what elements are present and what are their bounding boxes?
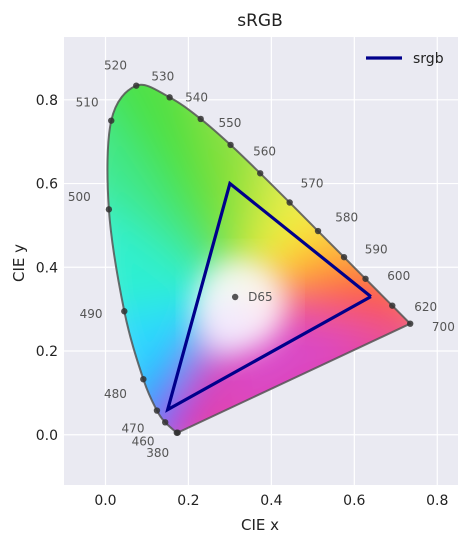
locus-point <box>173 429 181 436</box>
srgb-triangle <box>165 180 372 413</box>
locus-point <box>108 117 115 124</box>
locus-point <box>161 419 169 426</box>
locus-point <box>406 320 414 327</box>
locus-point <box>314 227 322 235</box>
legend-label: srgb <box>413 51 444 67</box>
x-tick-label: 0.0 <box>94 493 116 509</box>
locus-point <box>389 302 396 309</box>
x-tick-label: 0.2 <box>177 493 199 509</box>
wavelength-label: 580 <box>335 210 358 224</box>
wavelength-label: 570 <box>301 176 324 190</box>
locus-point <box>257 170 264 177</box>
wavelength-label: 500 <box>68 190 91 204</box>
locus-point <box>133 82 140 89</box>
wavelength-label: 380 <box>146 446 169 460</box>
locus-point <box>140 375 147 383</box>
wavelength-label: 620 <box>414 300 437 314</box>
x-tick-label: 0.4 <box>260 493 282 509</box>
x-tick-label: 0.6 <box>343 493 365 509</box>
y-tick-label: 0.8 <box>36 93 58 109</box>
wavelength-label: 540 <box>185 90 208 104</box>
locus-point <box>197 115 204 123</box>
locus-point <box>105 206 113 213</box>
y-tick-label: 0.2 <box>36 344 58 360</box>
white-point-label: D65 <box>248 290 273 304</box>
wavelength-label: 470 <box>122 422 145 436</box>
wavelength-label: 520 <box>104 59 127 73</box>
wavelength-label: 600 <box>387 269 410 283</box>
white-point-marker <box>231 293 239 301</box>
wavelength-label: 590 <box>365 243 388 257</box>
wavelength-label: 530 <box>151 69 174 83</box>
y-axis-ticks: 0.0 0.2 0.4 0.6 0.8 <box>36 93 58 444</box>
locus-point <box>340 253 348 261</box>
chart-title: sRGB <box>237 11 283 31</box>
locus-point <box>166 94 173 101</box>
locus-point <box>362 275 369 282</box>
wavelength-label: 490 <box>80 307 103 321</box>
spectral-locus-points <box>105 82 414 436</box>
x-tick-label: 0.8 <box>426 493 448 509</box>
locus-point <box>153 407 161 414</box>
wavelength-label: 560 <box>253 145 276 159</box>
y-tick-label: 0.0 <box>36 428 58 444</box>
x-axis-ticks: 0.0 0.2 0.4 0.6 0.8 <box>94 493 448 509</box>
legend: srgb <box>366 51 444 67</box>
y-tick-label: 0.4 <box>36 260 58 276</box>
wavelength-label: 460 <box>132 435 155 449</box>
x-axis-label: CIE x <box>241 516 279 534</box>
locus-point <box>227 141 234 149</box>
wavelength-label: 700 <box>432 320 455 334</box>
wavelength-label: 480 <box>104 387 127 401</box>
locus-point <box>286 199 293 206</box>
y-tick-label: 0.6 <box>36 177 58 193</box>
wavelength-label: 510 <box>76 96 99 110</box>
y-axis-label: CIE y <box>10 244 28 282</box>
wavelength-label: 550 <box>218 116 241 130</box>
locus-point <box>121 308 128 315</box>
